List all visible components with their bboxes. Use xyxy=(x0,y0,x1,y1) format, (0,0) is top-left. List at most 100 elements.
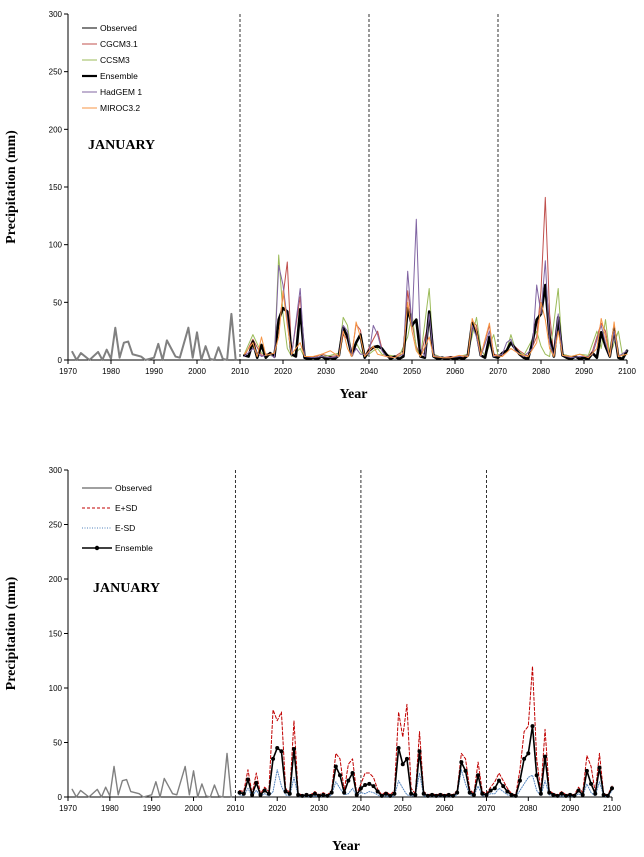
ensemble-point xyxy=(547,790,552,795)
ensemble-point xyxy=(467,790,472,795)
series-line-e-sd xyxy=(239,665,613,796)
ensemble-point xyxy=(254,780,259,785)
ensemble-point xyxy=(283,789,288,794)
ensemble-point xyxy=(580,792,585,797)
y-tick-label: 200 xyxy=(49,575,63,584)
x-tick-label: 2060 xyxy=(436,804,454,813)
ensemble-point xyxy=(392,791,397,796)
ensemble-point xyxy=(413,792,418,797)
y-tick-label: 300 xyxy=(49,466,63,475)
ensemble-point xyxy=(375,789,380,794)
month-annotation: JANUARY xyxy=(93,581,160,596)
legend-marker xyxy=(94,545,100,551)
ensemble-point xyxy=(534,773,539,778)
y-tick-label: 150 xyxy=(49,183,63,192)
x-tick-label: 2000 xyxy=(188,367,206,376)
ensemble-point xyxy=(308,793,313,798)
ensemble-point xyxy=(563,793,568,798)
ensemble-point xyxy=(396,745,401,750)
ensemble-point xyxy=(300,793,305,798)
ensemble-point xyxy=(275,745,280,750)
series-line-observed xyxy=(71,312,237,361)
legend-entry-label: MIROC3.2 xyxy=(100,103,140,113)
ensemble-point xyxy=(513,793,518,798)
ensemble-point xyxy=(388,793,393,798)
x-tick-label: 2050 xyxy=(403,367,421,376)
y-tick-label: 0 xyxy=(58,793,63,802)
ensemble-point xyxy=(526,751,531,756)
ensemble-point xyxy=(484,792,489,797)
y-tick-label: 300 xyxy=(49,10,63,19)
ensemble-point xyxy=(589,781,594,786)
ensemble-point xyxy=(400,762,405,767)
x-tick-label: 2020 xyxy=(274,367,292,376)
x-tick-label: 2010 xyxy=(231,367,249,376)
ensemble-point xyxy=(325,793,330,798)
ensemble-point xyxy=(417,749,422,754)
series-line-observed xyxy=(71,752,232,798)
ensemble-point xyxy=(476,773,481,778)
y-tick-label: 250 xyxy=(49,68,63,77)
ensemble-point xyxy=(262,788,267,793)
ensemble-point xyxy=(346,778,351,783)
ensemble-point xyxy=(271,756,276,761)
ensemble-point xyxy=(446,792,451,797)
ensemble-point xyxy=(237,790,242,795)
x-tick-label: 2000 xyxy=(185,804,203,813)
ensemble-point xyxy=(358,786,363,791)
ensemble-point xyxy=(312,791,317,796)
ensemble-point xyxy=(543,754,548,759)
ensemble-point xyxy=(610,786,614,791)
y-tick-label: 100 xyxy=(49,684,63,693)
ensemble-point xyxy=(421,791,426,796)
x-tick-label: 1990 xyxy=(143,804,161,813)
ensemble-point xyxy=(572,793,577,798)
x-tick-label: 2050 xyxy=(394,804,412,813)
x-tick-label: 2080 xyxy=(532,367,550,376)
ensemble-point xyxy=(266,791,271,796)
y-tick-label: 50 xyxy=(53,739,62,748)
legend-entry-label: Observed xyxy=(115,483,152,493)
ensemble-point xyxy=(367,781,372,786)
ensemble-point xyxy=(321,792,326,797)
ensemble-point xyxy=(241,791,246,796)
ensemble-point xyxy=(354,792,359,797)
ensemble-point xyxy=(497,778,502,783)
ensemble-point xyxy=(471,792,476,797)
ensemble-point xyxy=(442,793,447,798)
legend-entry-label: HadGEM 1 xyxy=(100,87,142,97)
x-tick-label: 2020 xyxy=(268,804,286,813)
ensemble-point xyxy=(501,784,506,789)
ensemble-point xyxy=(597,765,602,770)
x-tick-label: 2030 xyxy=(310,804,328,813)
legend-entry-label: E-SD xyxy=(115,523,135,533)
ensemble-point xyxy=(329,790,334,795)
ensemble-point xyxy=(245,777,250,782)
month-annotation: JANUARY xyxy=(88,138,155,153)
y-axis-title: Precipitation (mm) xyxy=(4,130,19,244)
ensemble-point xyxy=(551,792,556,797)
x-tick-label: 2100 xyxy=(618,367,636,376)
legend-entry-label: Observed xyxy=(100,23,137,33)
ensemble-point xyxy=(555,793,560,798)
y-tick-label: 200 xyxy=(49,125,63,134)
ensemble-point xyxy=(559,791,564,796)
x-tick-label: 2080 xyxy=(519,804,537,813)
ensemble-point xyxy=(379,793,384,798)
x-axis-title: Year xyxy=(340,387,368,402)
series-line-hadgem-1 xyxy=(243,218,628,359)
legend-entry-label: Ensemble xyxy=(115,543,153,553)
ensemble-point xyxy=(296,792,301,797)
ensemble-point xyxy=(568,792,573,797)
ensemble-point xyxy=(576,788,581,793)
ensemble-point xyxy=(584,768,589,773)
ensemble-point xyxy=(438,792,443,797)
ensemble-point xyxy=(317,793,322,798)
y-tick-label: 100 xyxy=(49,241,63,250)
ensemble-point xyxy=(250,792,255,797)
ensemble-point xyxy=(488,788,493,793)
series-line-miroc3-2 xyxy=(243,290,628,359)
ensemble-point xyxy=(601,792,606,797)
x-tick-label: 2040 xyxy=(360,367,378,376)
legend-entry-label: CGCM3.1 xyxy=(100,39,138,49)
